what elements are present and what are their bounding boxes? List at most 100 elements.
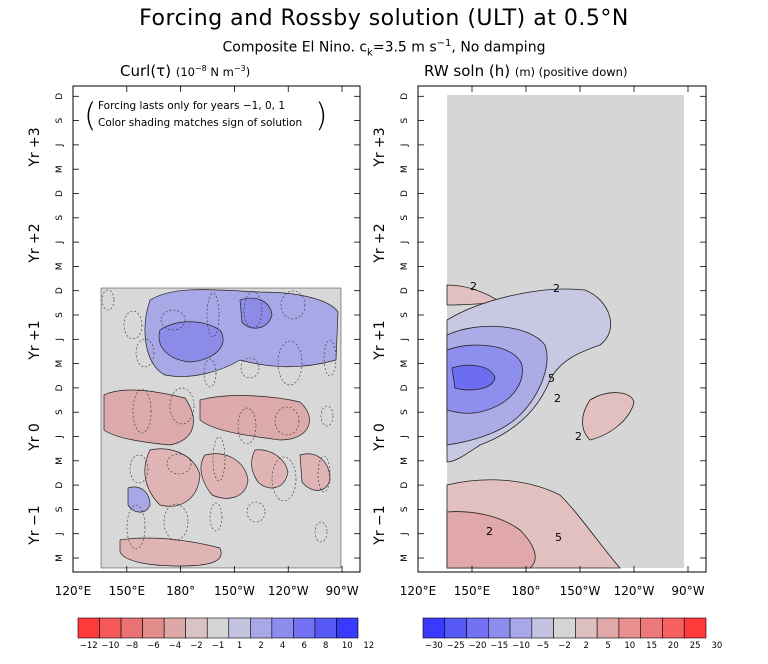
curl-contour-line-3 (212, 436, 226, 482)
curl-xtick-label: 180° (166, 584, 195, 598)
rw-colorbar-swatch (618, 617, 641, 639)
curl-negative-region-4 (251, 449, 289, 489)
curl-negative-region-3 (200, 453, 249, 499)
rw-ytick-label: M (400, 263, 410, 271)
rw-contour-label-6: 2 (470, 280, 477, 293)
curl-xtick-label: 120°E (55, 584, 92, 598)
rw-colorbar-swatch (488, 617, 511, 639)
rw-year-label: Yr −1 (372, 505, 388, 545)
rw-ytick-label: S (400, 409, 410, 415)
curl-year-label: Yr −1 (27, 505, 43, 545)
curl-colorbar-label: 10 (342, 641, 353, 651)
rw-ytick-label: S (400, 506, 410, 512)
curl-negative-region-2 (144, 448, 201, 507)
curl-contour-line-17 (274, 406, 300, 436)
rw-ytick-label: S (400, 312, 410, 318)
curl-frame (72, 85, 361, 573)
note-line-1: Forcing lasts only for years −1, 0, 1 (98, 100, 286, 112)
rw-ytick-label: M (400, 457, 410, 465)
curl-contour-line-2 (169, 387, 195, 425)
rw-colorbar-label: −2 (558, 641, 571, 651)
curl-xtick-label: 120°W (268, 584, 309, 598)
curl-colorbar-label: 4 (280, 641, 285, 651)
rw-ytick-label: S (400, 117, 410, 123)
curl-colorbar-swatch (77, 617, 100, 639)
rw-contour-label-5: 5 (555, 531, 562, 544)
rw-year-label: Yr +1 (372, 320, 388, 360)
curl-ytick-label: D (55, 93, 65, 100)
curl-ytick-label: D (55, 384, 65, 391)
rw-ytick-label: D (400, 482, 410, 489)
rw-colorbar-label: −10 (512, 641, 530, 651)
rw-colorbar-label: 20 (668, 641, 679, 651)
rw-ytick-label: J (400, 338, 410, 342)
curl-colorbar-label: 8 (323, 641, 328, 651)
curl-ytick-label: S (55, 312, 65, 318)
forcing-note: ( Forcing lasts only for years −1, 0, 1 … (84, 96, 328, 134)
curl-contour-line-13 (129, 454, 149, 484)
rw-xtick-label: 120°W (614, 584, 655, 598)
rw-ytick-label: D (400, 93, 410, 100)
curl-ytick-label: S (55, 215, 65, 221)
rw-colorbar-swatch (509, 617, 533, 639)
curl-ytick-label: J (55, 338, 65, 342)
curl-contour-line-23 (271, 456, 297, 502)
curl-positive-core-2 (239, 297, 273, 329)
curl-colorbar-label: −2 (190, 641, 203, 651)
curl-contour-line-16 (240, 357, 260, 379)
left-panel-title: Curl(τ) (10−8 N m−3) (120, 62, 251, 80)
page-title: Forcing and Rossby solution (ULT) at 0.5… (139, 6, 629, 31)
curl-ytick-label: S (55, 409, 65, 415)
rw-colorbar-swatch (596, 617, 620, 639)
note-line-2: Color shading matches sign of solution (98, 117, 303, 129)
rw-xtick-label: 150°W (560, 584, 601, 598)
rw-ytick-label: D (400, 384, 410, 391)
rw-contour-label-2: 5 (548, 372, 555, 385)
curl-colorbar-label: −6 (147, 641, 160, 651)
rw-year-label: Yr +3 (372, 127, 388, 167)
curl-colorbar-label: 12 (363, 641, 374, 651)
curl-contour-line-10 (243, 291, 263, 329)
rw-positive-bottom-core (446, 511, 536, 569)
curl-contour-line-6 (323, 339, 337, 377)
curl-contour-line-9 (209, 502, 223, 532)
curl-contour-line-20 (160, 309, 186, 331)
curl-ytick-label: D (55, 287, 65, 294)
rw-ytick-label: S (400, 215, 410, 221)
rw-colorbar-label: −30 (425, 641, 443, 651)
rw-colorbar-swatch (575, 617, 598, 639)
curl-colorbar-swatch (271, 617, 294, 639)
rw-colorbar-swatch (662, 617, 685, 639)
rw-colorbar-label: −15 (490, 641, 508, 651)
curl-colorbar-label: 2 (258, 641, 263, 651)
curl-ytick-label: M (55, 457, 65, 465)
curl-ytick-label: J (55, 241, 65, 245)
curl-xtick-label: 150°W (214, 584, 255, 598)
curl-year-label: Yr +1 (27, 320, 43, 360)
rw-ytick-label: M (400, 554, 410, 562)
rw-ytick-label: D (400, 190, 410, 197)
curl-year-label: Yr +2 (27, 223, 43, 263)
curl-colorbar-label: −1 (212, 641, 225, 651)
curl-year-label: Yr 0 (27, 423, 43, 452)
curl-ytick-label: D (55, 482, 65, 489)
curl-ytick-label: S (55, 506, 65, 512)
rw-colorbar-label: 15 (646, 641, 657, 651)
rw-ytick-label: J (400, 241, 410, 245)
curl-contour-line-1 (135, 338, 155, 368)
curl-colorbar-label: −10 (101, 641, 119, 651)
curl-colorbar-label: 1 (237, 641, 242, 651)
rw-colorbar-swatch (683, 617, 707, 639)
curl-positive-core (158, 321, 224, 363)
curl-ytick-label: M (55, 554, 65, 562)
curl-negative-region-0 (103, 389, 194, 446)
rw-negative-core (451, 364, 496, 391)
curl-contour-line-24 (314, 521, 328, 543)
curl-ytick-label: J (55, 144, 65, 148)
curl-ytick-label: S (55, 117, 65, 123)
curl-ytick-label: J (55, 435, 65, 439)
curl-xtick-label: 150°E (109, 584, 146, 598)
rw-positive-patch (582, 392, 635, 441)
curl-contour-line-21 (203, 358, 217, 388)
